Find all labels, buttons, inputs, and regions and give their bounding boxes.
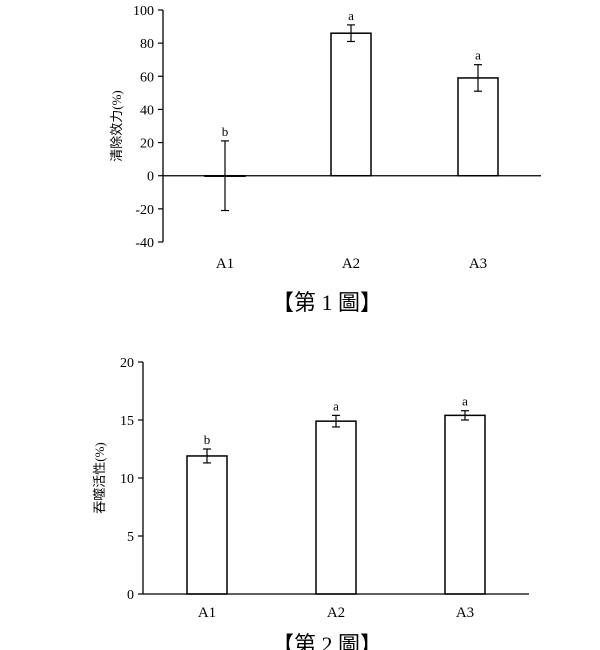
chart-2-sig-label-A3: a	[462, 394, 468, 409]
chart-1-ytick-label: 40	[140, 103, 154, 118]
chart-1-ytick-label: -40	[135, 236, 154, 251]
chart-2-sig-label-A2: a	[333, 398, 339, 413]
chart-1-category-label-A3: A3	[469, 256, 487, 272]
chart-1-sig-label-A1: b	[222, 124, 229, 139]
chart-2-bar-A1	[186, 455, 228, 595]
chart-1-ytick-label: 0	[147, 170, 154, 185]
chart-1-bar-A2	[330, 32, 372, 177]
chart-2-caption: 【第 2 圖】	[272, 632, 382, 650]
chart-2-ytick-label: 10	[120, 472, 134, 487]
chart-2-ylabel: 吞噬活性(%)	[92, 442, 107, 514]
chart-1-category-label-A2: A2	[342, 256, 360, 272]
chart-1: 清除效力(%) 【第 1 圖】 b A1 a A2 a A3 -40 -20 0 20 40 60 80…	[109, 4, 541, 315]
chart-1-ytick-label: 60	[140, 70, 154, 85]
chart-2-category-label-A2: A2	[327, 605, 345, 621]
chart-1-sig-label-A3: a	[475, 48, 481, 63]
chart-1-ytick-label: 100	[133, 4, 154, 19]
chart-2-bar-A3	[444, 414, 486, 595]
chart-1-ytick-label: 80	[140, 37, 154, 52]
chart-2-category-label-A3: A3	[456, 605, 474, 621]
chart-2-ytick-label: 5	[127, 530, 134, 545]
chart-1-ylabel: 清除效力(%)	[109, 90, 124, 162]
chart-1-sig-label-A2: a	[348, 8, 354, 23]
chart-2-ytick-label: 20	[120, 356, 134, 371]
chart-1-ytick-label: -20	[135, 203, 154, 218]
chart-1-caption: 【第 1 圖】	[272, 290, 382, 315]
chart-1-ytick-label: 20	[140, 137, 154, 152]
chart-1-bar-A3	[457, 77, 499, 177]
chart-2: 吞噬活性(%) 【第 2 圖】 b A1 a A2 a A3 0 5 10 15 20	[92, 356, 529, 650]
chart-2-category-label-A1: A1	[198, 605, 216, 621]
chart-2-bar-A2	[315, 420, 357, 595]
chart-1-category-label-A1: A1	[216, 256, 234, 272]
chart-2-sig-label-A1: b	[204, 432, 211, 447]
chart-2-ytick-label: 15	[120, 414, 134, 429]
chart-2-ytick-label: 0	[127, 588, 134, 603]
